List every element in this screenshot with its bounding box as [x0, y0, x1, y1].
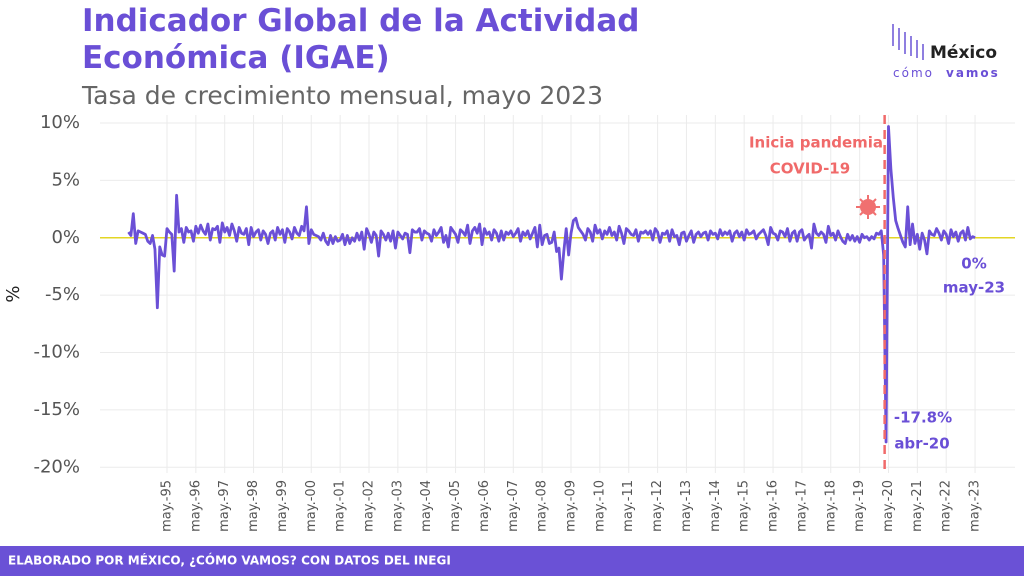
logo-text: México — [930, 43, 997, 63]
y-tick-label: -15% — [33, 399, 80, 420]
x-tick-label: may.-08 — [535, 480, 550, 532]
x-tick-label: may.-00 — [304, 480, 319, 532]
x-tick-label: may.-11 — [621, 480, 636, 532]
x-tick-label: may.-17 — [794, 480, 809, 532]
logo-text: cómo — [893, 66, 934, 80]
x-tick-label: may.-15 — [737, 480, 752, 532]
x-tick-label: may.-21 — [910, 480, 925, 532]
x-tick-label: may.-99 — [275, 480, 290, 532]
virus-icon — [856, 195, 880, 219]
x-tick-label: may.-19 — [852, 480, 867, 532]
grid: 10% 5% 0% -5% -10% -15% -20% may.-95 may.-96 may.… — [33, 112, 1015, 532]
chart-subtitle: Tasa de crecimiento mensual, mayo 2023 — [81, 81, 603, 110]
chart-title: Económica (IGAE) — [82, 40, 390, 76]
x-tick-label: may.-10 — [592, 480, 607, 532]
y-tick-label: -10% — [33, 342, 80, 363]
x-tick-label: may.-23 — [968, 480, 983, 532]
annotation: -17.8% — [894, 409, 952, 427]
x-tick-label: may.-02 — [362, 480, 377, 532]
y-axis-label: % — [3, 285, 24, 302]
x-tick-label: may.-07 — [506, 480, 521, 532]
x-tick-label: may.-20 — [881, 480, 896, 532]
x-tick-label: may.-04 — [419, 480, 434, 532]
annotation: may-23 — [943, 279, 1005, 297]
plot — [127, 115, 976, 473]
logo-text: vamos — [946, 66, 1000, 80]
x-tick-label: may.-98 — [246, 480, 261, 532]
annotation: abr-20 — [894, 435, 949, 453]
x-tick-label: may.-95 — [159, 480, 174, 532]
y-tick-label: -20% — [33, 456, 80, 477]
x-tick-label: may.-16 — [766, 480, 781, 532]
x-tick-label: may.-03 — [390, 480, 405, 532]
y-tick-label: -5% — [45, 284, 80, 305]
series-line — [127, 125, 976, 444]
y-tick-label: 0% — [51, 227, 80, 248]
y-tick-label: 5% — [51, 169, 80, 190]
x-tick-label: may.-14 — [708, 480, 723, 532]
x-tick-label: may.-12 — [650, 480, 665, 532]
x-tick-label: may.-22 — [939, 480, 954, 532]
footer: ELABORADO POR MÉXICO, ¿CÓMO VAMOS? CON D… — [8, 553, 451, 568]
x-tick-label: may.-05 — [448, 480, 463, 532]
x-tick-label: may.-06 — [477, 480, 492, 532]
x-tick-label: may.-09 — [564, 480, 579, 532]
footer-bar — [0, 546, 1024, 576]
annotation: COVID-19 — [770, 160, 850, 178]
logo: México cómo vamos — [892, 24, 1000, 80]
y-tick-label: 10% — [40, 112, 80, 133]
chart-title: Indicador Global de la Actividad — [82, 3, 639, 39]
x-tick-label: may.-18 — [823, 480, 838, 532]
annotation: 0% — [961, 255, 986, 273]
x-tick-label: may.-97 — [217, 480, 232, 532]
annotation: Inicia pandemia — [749, 134, 883, 152]
x-tick-label: may.-01 — [333, 480, 348, 532]
x-tick-label: may.-96 — [188, 480, 203, 532]
x-tick-label: may.-13 — [679, 480, 694, 532]
